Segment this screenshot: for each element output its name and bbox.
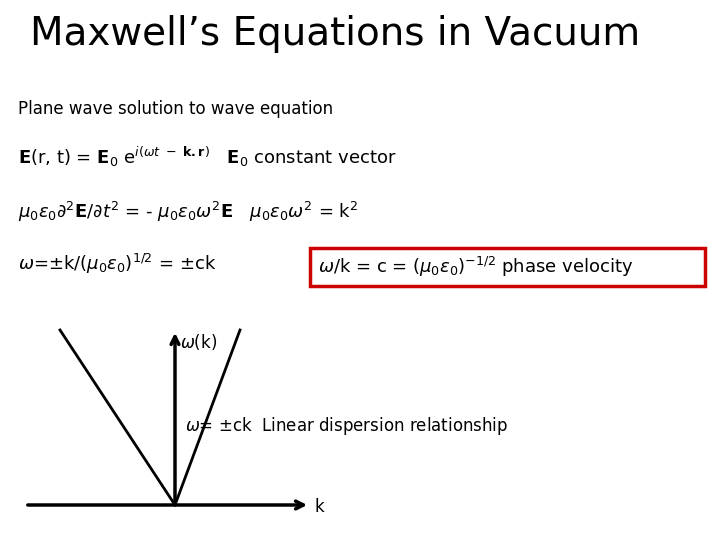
Text: $\mu_0\varepsilon_0\partial^2\mathbf{E}/\partial t^2$ = - $\mu_0\varepsilon_0\om: $\mu_0\varepsilon_0\partial^2\mathbf{E}/… [18,200,359,224]
Text: k: k [315,498,325,516]
Text: $\omega$= ±ck  Linear dispersion relationship: $\omega$= ±ck Linear dispersion relation… [185,415,508,437]
Text: Plane wave solution to wave equation: Plane wave solution to wave equation [18,100,333,118]
Text: $\mathbf{E}$(r, t) = $\mathbf{E}_0$ e$^{i(\omega t\ -\ \mathbf{k.r})}$   $\mathb: $\mathbf{E}$(r, t) = $\mathbf{E}_0$ e$^{… [18,145,397,169]
Text: Maxwell’s Equations in Vacuum: Maxwell’s Equations in Vacuum [30,15,640,53]
Text: $\omega$/k = c = ($\mu_0\varepsilon_0)^{-1/2}$ phase velocity: $\omega$/k = c = ($\mu_0\varepsilon_0)^{… [318,255,634,279]
Text: $\omega$=±k/($\mu_0\varepsilon_0)^{1/2}$ = ±ck: $\omega$=±k/($\mu_0\varepsilon_0)^{1/2}$… [18,252,217,276]
Bar [310,248,705,286]
Text: $\omega$(k): $\omega$(k) [180,332,217,352]
